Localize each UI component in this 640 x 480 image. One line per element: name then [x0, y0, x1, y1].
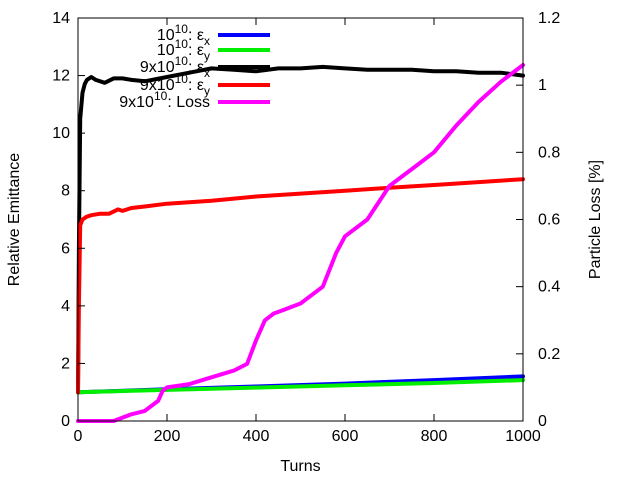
legend-separator: : [167, 94, 176, 111]
x-tick-label: 1000 [505, 428, 541, 445]
ticks-layer: 0 200 400 600 800 10000246810121400.20.40.60.… [52, 10, 560, 445]
legend-subscript: x [204, 66, 210, 80]
y-tick-label: 0 [61, 413, 70, 430]
series-line-4 [76, 177, 525, 395]
series-layer [76, 63, 525, 423]
x-tick-label: 0 [74, 428, 83, 445]
legend-symbol: ε [197, 42, 204, 59]
legend-label-1: 1010: εx [157, 22, 210, 48]
x-tick-label: 200 [154, 428, 181, 445]
legend-exponent: 10 [154, 89, 168, 103]
legend-separator: : [188, 77, 197, 94]
legend-prefix: 9x10 [140, 77, 175, 94]
legend-separator: : [188, 42, 197, 59]
legend-label-5: 9x1010: Loss [119, 89, 210, 111]
legend-label-3: 9x1010: εx [140, 54, 210, 80]
legend-exponent: 10 [175, 37, 189, 51]
y-tick-label: 14 [52, 10, 70, 27]
legend-symbol: Loss [176, 94, 210, 111]
y2-tick-label: 0.8 [538, 144, 560, 161]
y-tick-label: 12 [52, 68, 70, 85]
legend-exponent: 10 [175, 22, 189, 36]
legend-symbol: ε [197, 27, 204, 44]
y-tick-label: 8 [61, 183, 70, 200]
y-tick-label: 2 [61, 355, 70, 372]
x-tick-label: 800 [421, 428, 448, 445]
series-line-3 [76, 64, 525, 395]
legend-label-2: 1010: εy [157, 37, 210, 63]
legend-prefix: 9x10 [140, 59, 175, 76]
y2-tick-label: 0.4 [538, 279, 560, 296]
x-tick-label: 600 [332, 428, 359, 445]
legend-exponent: 10 [175, 54, 189, 68]
x-tick-label: 400 [243, 428, 270, 445]
y2-tick-label: 1.2 [538, 10, 560, 27]
y-tick-label: 4 [61, 298, 70, 315]
x-axis-label: Turns [280, 458, 320, 475]
series-line-5 [76, 63, 525, 423]
legend-symbol: ε [197, 59, 204, 76]
y2-tick-label: 1 [538, 77, 547, 94]
y2-tick-label: 0.6 [538, 212, 560, 229]
y2-tick-label: 0 [538, 413, 547, 430]
y-tick-label: 10 [52, 125, 70, 142]
y2-tick-label: 0.2 [538, 346, 560, 363]
legend-symbol: ε [197, 77, 204, 94]
legend-subscript: x [204, 34, 210, 48]
legend-prefix: 10 [157, 27, 175, 44]
legend-separator: : [188, 59, 197, 76]
y-tick-label: 6 [61, 240, 70, 257]
legend-separator: : [188, 27, 197, 44]
legend-subscript: y [204, 49, 210, 63]
legend-prefix: 10 [157, 42, 175, 59]
legend-prefix: 9x10 [119, 94, 154, 111]
y2-axis-label: Particle Loss [%] [587, 160, 604, 279]
legend-subscript: y [204, 84, 210, 98]
legend-label-4: 9x1010: εy [140, 72, 210, 98]
series-line-2 [76, 378, 525, 395]
legend-exponent: 10 [175, 72, 189, 86]
y-axis-label: Relative Emittance [6, 153, 23, 286]
